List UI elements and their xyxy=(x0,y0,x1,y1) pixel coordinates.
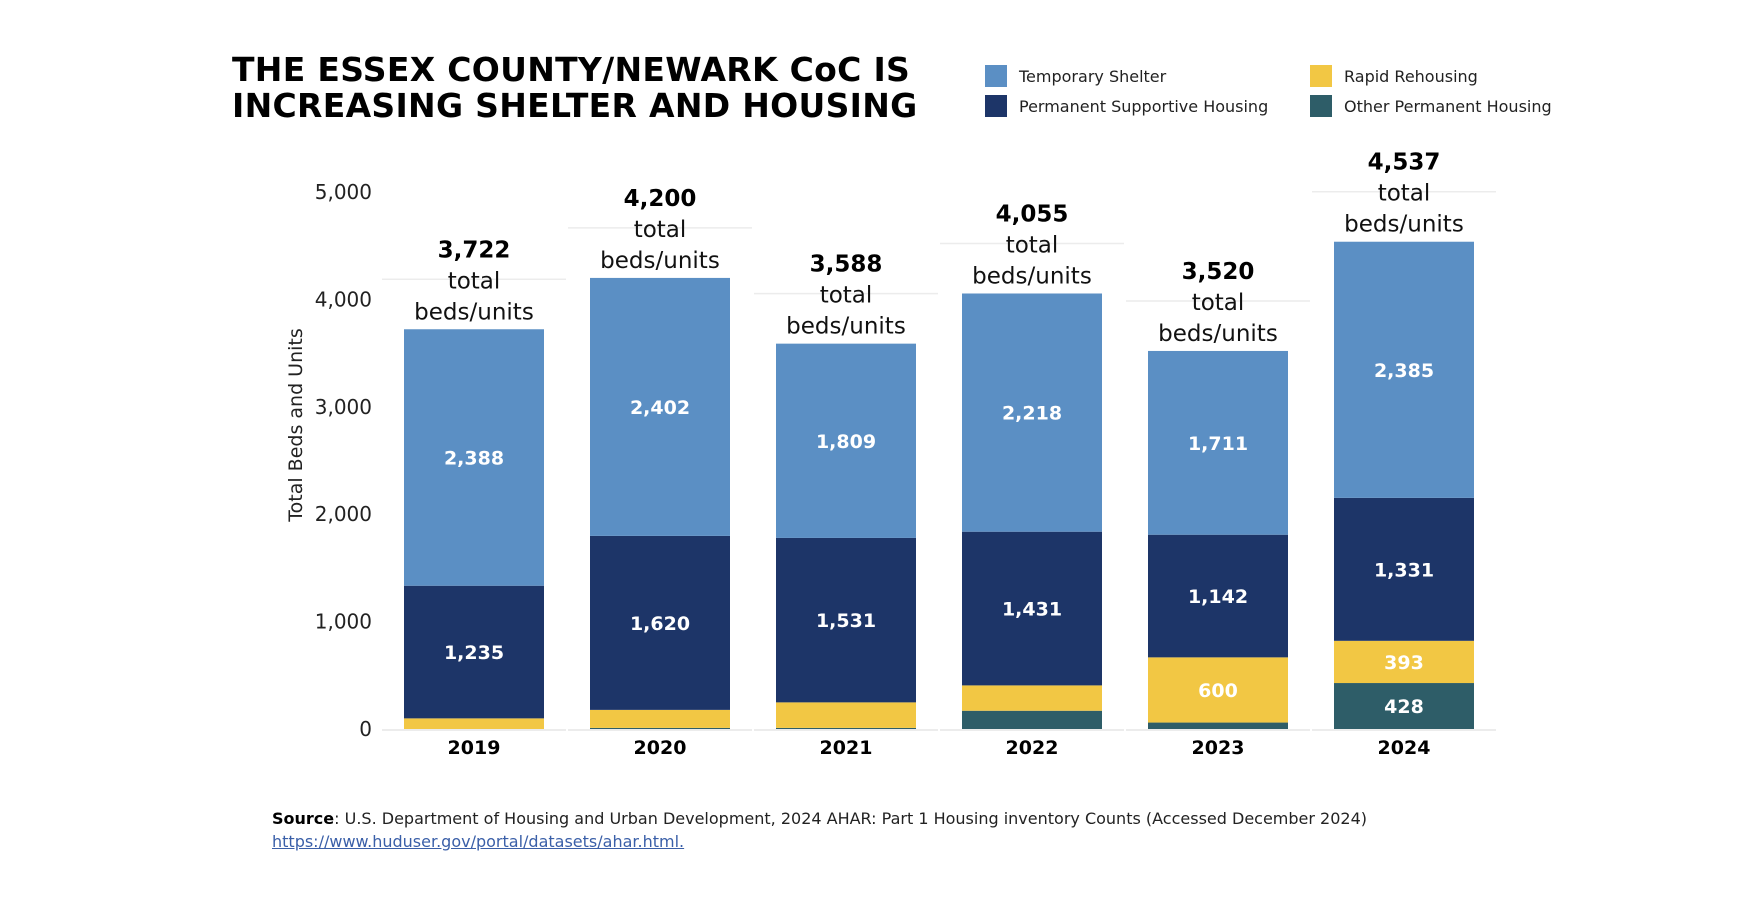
chart-title-line-1: THE ESSEX COUNTY/NEWARK CoC IS xyxy=(232,50,911,89)
legend-item-permanent-supportive-housing: Permanent Supportive Housing xyxy=(985,95,1268,117)
bar-segment-permanent-supportive-housing xyxy=(962,531,1102,686)
legend-label: Other Permanent Housing xyxy=(1344,96,1552,116)
y-tick-label: 3,000 xyxy=(315,395,372,419)
bar-value-label: 428 xyxy=(1384,696,1424,718)
bar-segment-other-permanent-housing xyxy=(590,727,730,729)
bar-segment-rapid-rehousing xyxy=(962,685,1102,711)
bar-segment-temporary-shelter xyxy=(962,293,1102,532)
total-text-label: total xyxy=(1192,290,1245,316)
total-text-label: total xyxy=(634,217,687,243)
x-tick-label: 2022 xyxy=(1006,737,1059,759)
bar-segment-rapid-rehousing xyxy=(404,718,544,729)
bar-value-label: 1,531 xyxy=(816,610,876,632)
bar-value-label: 2,385 xyxy=(1374,360,1434,382)
bar-value-label: 600 xyxy=(1198,680,1238,702)
bar-value-label: 2,402 xyxy=(630,397,690,419)
total-text-label: beds/units xyxy=(414,299,534,325)
source-label: Source xyxy=(272,809,335,828)
bar-segment-rapid-rehousing xyxy=(1148,657,1288,723)
legend-swatch xyxy=(985,95,1007,117)
x-tick-label: 2019 xyxy=(448,737,501,759)
bar-segment-other-permanent-housing xyxy=(1334,683,1474,729)
source-note: Source: U.S. Department of Housing and U… xyxy=(272,807,1367,853)
bar-segment-temporary-shelter xyxy=(776,343,916,538)
bar-segment-other-permanent-housing xyxy=(962,710,1102,729)
bar-segment-other-permanent-housing xyxy=(1148,722,1288,729)
bar-segment-temporary-shelter xyxy=(1334,241,1474,498)
total-text-label: beds/units xyxy=(1344,212,1464,238)
bar-value-label: 1,431 xyxy=(1002,599,1062,621)
bar-value-label: 1,142 xyxy=(1188,586,1248,608)
total-text-label: beds/units xyxy=(786,314,906,340)
source-link[interactable]: https://www.huduser.gov/portal/datasets/… xyxy=(272,832,685,851)
x-tick-label: 2021 xyxy=(820,737,873,759)
total-text-label: total xyxy=(448,268,501,294)
total-value-label: 4,537 xyxy=(1368,150,1441,176)
chart-title-line-2: INCREASING SHELTER AND HOUSING xyxy=(232,86,918,125)
bar-segment-temporary-shelter xyxy=(404,329,544,586)
bar-value-label: 1,711 xyxy=(1188,433,1248,455)
bar-segment-rapid-rehousing xyxy=(590,709,730,728)
bar-value-label: 1,620 xyxy=(630,613,690,635)
total-value-label: 3,520 xyxy=(1182,259,1255,285)
total-value-label: 4,200 xyxy=(624,186,697,212)
total-text-label: total xyxy=(1378,181,1431,207)
y-tick-label: 0 xyxy=(359,717,372,741)
total-text-label: beds/units xyxy=(600,248,720,274)
total-value-label: 3,722 xyxy=(438,237,511,263)
y-axis-label: Total Beds and Units xyxy=(285,328,307,523)
bar-segment-other-permanent-housing xyxy=(776,727,916,729)
total-value-label: 4,055 xyxy=(996,201,1069,227)
x-tick-label: 2020 xyxy=(634,737,687,759)
bar-value-label: 1,331 xyxy=(1374,559,1434,581)
y-tick-label: 5,000 xyxy=(315,180,372,204)
y-tick-label: 1,000 xyxy=(315,610,372,634)
x-tick-label: 2024 xyxy=(1378,737,1431,759)
legend-label: Rapid Rehousing xyxy=(1344,66,1478,86)
bar-value-label: 1,235 xyxy=(444,642,504,664)
bar-value-label: 2,388 xyxy=(444,447,504,469)
legend-swatch xyxy=(985,65,1007,87)
total-text-label: total xyxy=(820,283,873,309)
total-value-label: 3,588 xyxy=(810,252,883,278)
bar-segment-permanent-supportive-housing xyxy=(1334,497,1474,641)
bar-value-label: 1,809 xyxy=(816,431,876,453)
legend-swatch xyxy=(1310,95,1332,117)
bar-value-label: 393 xyxy=(1384,652,1424,674)
x-tick-label: 2023 xyxy=(1192,737,1245,759)
legend-item-temporary-shelter: Temporary Shelter xyxy=(985,65,1166,87)
bar-segment-temporary-shelter xyxy=(1148,350,1288,535)
bar-segment-permanent-supportive-housing xyxy=(590,535,730,710)
total-text-label: beds/units xyxy=(1158,321,1278,347)
legend-label: Permanent Supportive Housing xyxy=(1019,96,1269,116)
bar-segment-rapid-rehousing xyxy=(1334,640,1474,684)
chart-title: THE ESSEX COUNTY/NEWARK CoC IS INCREASIN… xyxy=(232,52,932,124)
total-text-label: beds/units xyxy=(972,263,1092,289)
bar-segment-permanent-supportive-housing xyxy=(404,585,544,719)
bar-segment-permanent-supportive-housing xyxy=(1148,534,1288,658)
legend-swatch xyxy=(1310,65,1332,87)
bar-value-label: 2,218 xyxy=(1002,403,1062,425)
y-tick-label: 4,000 xyxy=(315,287,372,311)
y-tick-label: 2,000 xyxy=(315,502,372,526)
legend-item-other-permanent-housing: Other Permanent Housing xyxy=(1310,95,1552,117)
legend-item-rapid-rehousing: Rapid Rehousing xyxy=(1310,65,1478,87)
source-text: : U.S. Department of Housing and Urban D… xyxy=(334,809,1368,828)
bar-segment-rapid-rehousing xyxy=(776,702,916,728)
total-text-label: total xyxy=(1006,232,1059,258)
bar-segment-temporary-shelter xyxy=(590,277,730,536)
bar-segment-permanent-supportive-housing xyxy=(776,537,916,703)
legend-label: Temporary Shelter xyxy=(1019,66,1167,86)
